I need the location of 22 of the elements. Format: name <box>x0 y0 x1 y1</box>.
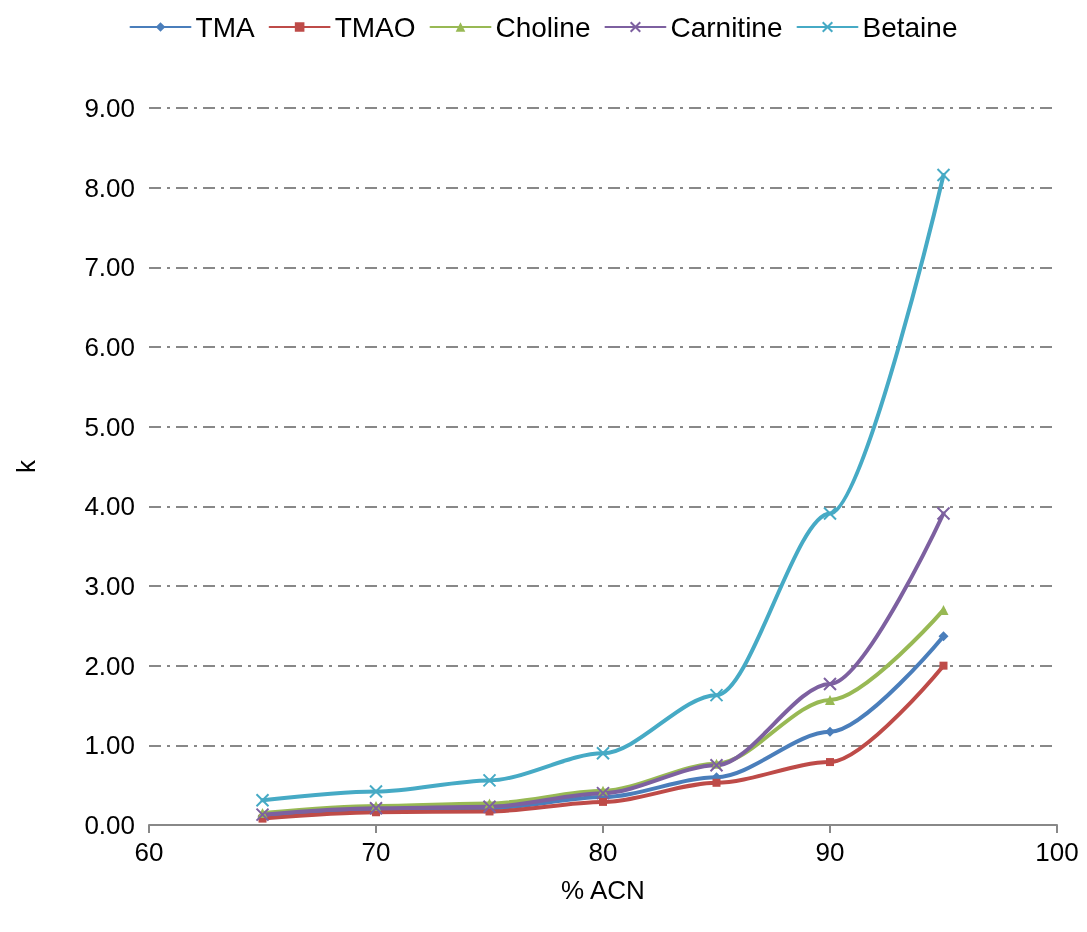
y-tick-label: 5.00 <box>84 411 135 442</box>
x-tick-label: 90 <box>815 837 845 867</box>
x-tick-label: 70 <box>361 837 391 867</box>
y-tick-label: 9.00 <box>84 93 135 123</box>
legend-label: Carnitine <box>670 11 783 43</box>
x-tick-label: 100 <box>1035 837 1079 867</box>
legend-label: Betaine <box>862 11 958 43</box>
y-tick-label: 7.00 <box>84 252 135 283</box>
y-tick-label: 6.00 <box>84 332 135 362</box>
legend-label: Choline <box>495 11 591 43</box>
y-tick-label: 4.00 <box>84 491 135 522</box>
y-tick-label: 2.00 <box>84 650 135 681</box>
y-tick-label: 1.00 <box>84 730 135 761</box>
y-tick-label: 8.00 <box>84 172 135 203</box>
y-tick-label: 0.00 <box>84 810 135 840</box>
y-axis-title: k <box>11 459 41 473</box>
y-tick-label: 3.00 <box>84 571 135 601</box>
x-tick-label: 80 <box>588 837 618 867</box>
legend-label: TMAO <box>334 11 416 43</box>
x-axis-title: % ACN <box>561 875 645 905</box>
x-tick-label: 60 <box>134 837 164 867</box>
legend-label: TMA <box>195 11 255 43</box>
